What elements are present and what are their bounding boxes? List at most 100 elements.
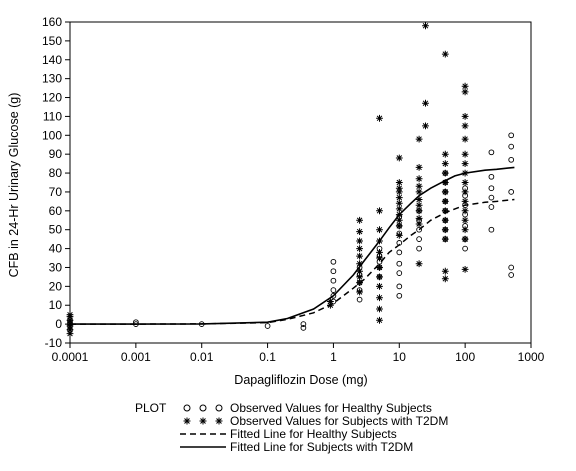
t2dm-point <box>395 154 403 162</box>
t2dm-point <box>461 160 469 167</box>
t2dm-point <box>441 50 449 58</box>
t2dm-point <box>461 88 469 96</box>
t2dm-point <box>66 330 74 337</box>
t2dm-point <box>395 194 403 201</box>
legend-star-symbol <box>199 417 207 425</box>
legend-entries: Observed Values for Healthy SubjectsObse… <box>180 401 448 454</box>
healthy-point <box>416 245 422 252</box>
t2dm-point <box>376 305 383 313</box>
t2dm-point <box>415 164 423 171</box>
t2dm-point <box>395 205 403 213</box>
axes-layer: -100102030405060708090100110120130140150… <box>42 15 545 364</box>
t2dm-point <box>415 220 423 228</box>
t2dm-point <box>415 215 423 222</box>
fitted-line-t2dm <box>70 166 515 325</box>
healthy-point <box>133 321 139 327</box>
t2dm-point <box>415 201 423 209</box>
t2dm-point <box>422 99 429 107</box>
healthy-point <box>356 296 363 303</box>
healthy-point <box>416 236 422 242</box>
healthy-point <box>330 277 337 284</box>
healthy-point <box>488 226 495 233</box>
y-tick-label: 10 <box>49 298 63 312</box>
healthy-point <box>133 319 139 326</box>
t2dm-point <box>415 207 423 215</box>
healthy-point <box>396 283 403 290</box>
healthy-point <box>508 272 515 278</box>
healthy-point <box>300 321 307 327</box>
healthy-point <box>508 189 515 195</box>
x-tick-label: 10 <box>393 350 407 364</box>
y-tick-label: 160 <box>42 15 62 29</box>
healthy-point <box>330 258 337 265</box>
y-tick-label: 100 <box>42 128 62 142</box>
legend-label: Fitted Line for Healthy Subjects <box>230 427 397 441</box>
t2dm-point <box>376 114 383 122</box>
y-axis-title: CFB in 24-Hr Urinary Glucose (g) <box>7 93 21 278</box>
healthy-point <box>330 292 337 299</box>
t2dm-point <box>395 211 403 218</box>
x-tick-label: 100 <box>455 350 475 364</box>
t2dm-point <box>441 275 449 283</box>
y-tick-label: 30 <box>49 260 63 274</box>
t2dm-point <box>376 226 383 234</box>
y-tick-label: 130 <box>42 72 62 86</box>
healthy-point <box>488 194 495 201</box>
t2dm-point <box>376 249 383 256</box>
t2dm-point <box>66 326 74 334</box>
healthy-point <box>488 149 495 156</box>
t2dm-point <box>441 226 449 234</box>
healthy-point <box>508 132 515 139</box>
legend-circle-symbol <box>215 404 223 412</box>
y-tick-label: -10 <box>45 336 63 350</box>
t2dm-point <box>66 316 74 324</box>
t2dm-point <box>356 279 363 286</box>
x-tick-label: 0.0001 <box>52 350 89 364</box>
t2dm-point <box>441 207 449 215</box>
healthy-point <box>396 270 403 276</box>
t2dm-point <box>356 228 363 235</box>
t2dm-point <box>356 252 363 260</box>
y-tick-label: 60 <box>49 204 63 218</box>
x-tick-label: 0.001 <box>121 350 151 364</box>
x-tick-label: 0.01 <box>190 350 214 364</box>
t2dm-point <box>415 188 423 196</box>
healthy-point <box>508 264 515 271</box>
t2dm-point <box>356 216 363 224</box>
t2dm-point <box>461 266 469 273</box>
t2dm-point <box>356 260 363 268</box>
t2dm-point <box>66 311 74 319</box>
t2dm-point <box>422 22 429 30</box>
legend-circle-symbol <box>199 404 207 412</box>
t2dm-point <box>461 198 469 205</box>
t2dm-point <box>395 179 403 186</box>
t2dm-point <box>395 232 403 239</box>
t2dm-point <box>441 235 449 243</box>
t2dm-point <box>66 320 74 328</box>
x-tick-label: 1000 <box>518 350 545 364</box>
legend-entry: Observed Values for Subjects with T2DM <box>183 414 448 428</box>
t2dm-point <box>461 169 469 177</box>
healthy-point <box>462 245 468 252</box>
t2dm-point <box>461 122 469 130</box>
t2dm-point <box>395 188 403 196</box>
healthy-point <box>264 323 271 329</box>
t2dm-point <box>461 188 469 196</box>
t2dm-point <box>441 150 449 158</box>
t2dm-point <box>461 226 469 234</box>
healthy-point <box>330 268 337 275</box>
t2dm-point <box>441 216 449 224</box>
t2dm-point <box>441 267 449 275</box>
t2dm-point <box>395 216 403 224</box>
t2dm-point <box>395 199 403 207</box>
t2dm-point <box>327 298 334 305</box>
legend-entry: Observed Values for Healthy Subjects <box>183 401 432 415</box>
legend: PLOT Observed Values for Healthy Subject… <box>135 401 448 454</box>
legend-star-symbol <box>183 417 191 425</box>
y-tick-label: 70 <box>49 185 63 199</box>
y-tick-label: 120 <box>42 91 62 105</box>
plot-frame-layer <box>69 21 532 344</box>
legend-title: PLOT <box>135 401 167 415</box>
y-tick-label: 140 <box>42 53 62 67</box>
t2dm-point <box>376 207 383 215</box>
